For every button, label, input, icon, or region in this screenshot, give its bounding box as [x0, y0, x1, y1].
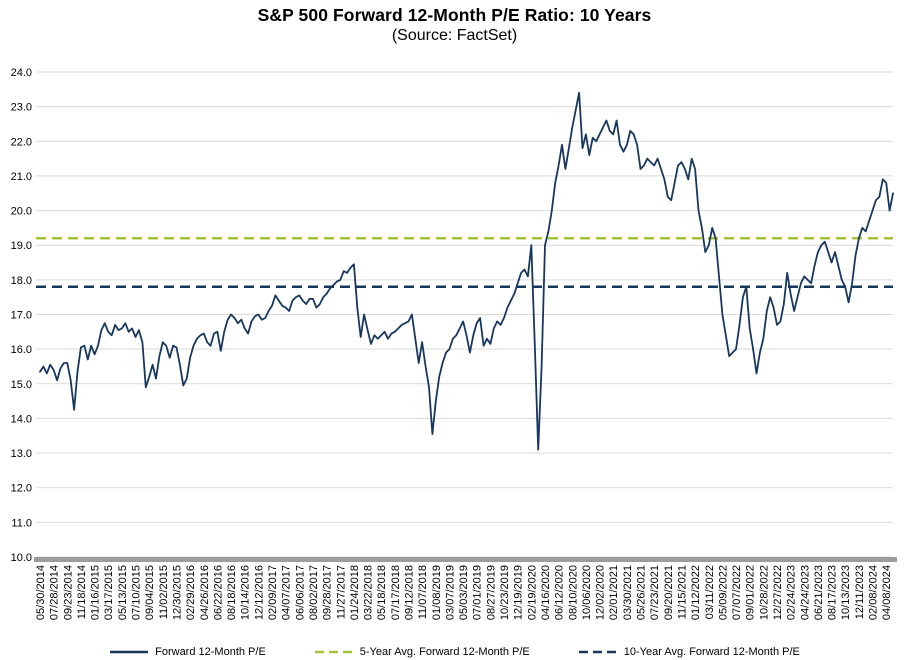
chart-title: S&P 500 Forward 12-Month P/E Ratio: 10 Y…	[257, 5, 652, 25]
x-tick-label: 05/18/2018	[376, 565, 388, 620]
y-tick-label: 15.0	[11, 379, 32, 391]
x-tick-label: 01/12/2022	[690, 565, 702, 620]
navy-dashed-line-sample	[578, 650, 617, 654]
x-tick-label: 12/19/2019	[513, 565, 525, 620]
y-tick-label: 19.0	[11, 240, 32, 252]
x-tick-label: 10/23/2019	[499, 565, 511, 620]
x-tick-label: 04/07/2017	[281, 565, 293, 620]
x-tick-label: 04/08/2024	[881, 565, 893, 620]
x-tick-label: 05/30/2014	[35, 565, 47, 620]
x-tick-label: 08/10/2020	[567, 565, 579, 620]
x-tick-label: 02/09/2017	[267, 565, 279, 620]
x-tick-label: 09/20/2021	[663, 565, 675, 620]
x-tick-label: 11/07/2018	[417, 565, 429, 619]
x-tick-label: 12/11/2023	[854, 565, 866, 619]
x-tick-label: 05/03/2019	[458, 565, 470, 620]
x-tick-label: 03/11/2022	[704, 565, 716, 619]
x-tick-label: 12/12/2016	[253, 565, 265, 620]
legend-label-5yr-avg: 5-Year Avg. Forward 12-Month P/E	[359, 646, 530, 658]
x-tick-label: 08/27/2019	[485, 565, 497, 620]
x-tick-label: 01/24/2018	[349, 565, 361, 620]
solid-line-sample	[110, 650, 149, 654]
y-tick-label: 18.0	[11, 275, 32, 287]
x-tick-label: 10/13/2023	[840, 565, 852, 620]
x-tick-label: 03/17/2015	[103, 565, 115, 620]
x-tick-label: 09/01/2022	[745, 565, 757, 620]
x-tick-label: 07/10/2015	[131, 565, 143, 620]
x-tick-label: 12/30/2015	[172, 565, 184, 620]
x-tick-label: 08/18/2016	[226, 565, 238, 620]
legend-item-10yr-avg: 10-Year Avg. Forward 12-Month P/E	[578, 646, 800, 658]
legend-item-forward-pe: Forward 12-Month P/E	[109, 646, 266, 658]
x-tick-label: 12/27/2022	[772, 565, 784, 620]
y-tick-label: 22.0	[11, 136, 32, 148]
legend-item-5yr-avg: 5-Year Avg. Forward 12-Month P/E	[314, 646, 530, 658]
x-tick-label: 02/08/2024	[868, 565, 880, 620]
chart-subtitle: (Source: FactSet)	[391, 27, 518, 44]
x-tick-label: 01/16/2015	[90, 565, 102, 620]
x-tick-label: 09/28/2017	[322, 565, 334, 620]
x-tick-label: 06/06/2017	[294, 565, 306, 620]
y-tick-label: 11.0	[11, 517, 32, 529]
y-tick-label: 14.0	[11, 413, 32, 425]
x-tick-label: 10/28/2022	[758, 565, 770, 620]
x-tick-label: 06/21/2023	[813, 565, 825, 620]
x-tick-label: 09/23/2014	[62, 565, 74, 620]
x-tick-label: 10/14/2016	[240, 565, 252, 620]
x-tick-label: 03/22/2018	[363, 565, 375, 620]
x-tick-label: 10/06/2020	[581, 565, 593, 620]
x-tick-label: 06/12/2020	[554, 565, 566, 620]
x-tick-label: 04/24/2023	[799, 565, 811, 620]
y-tick-label: 24.0	[11, 67, 32, 79]
x-tick-label: 11/27/2017	[335, 565, 347, 619]
y-tick-label: 16.0	[11, 344, 32, 356]
legend-label-10yr-avg: 10-Year Avg. Forward 12-Month P/E	[623, 646, 800, 658]
x-tick-label: 07/28/2014	[49, 565, 61, 620]
x-tick-label: 02/29/2016	[185, 565, 197, 620]
forward-pe-line	[39, 91, 894, 451]
y-tick-label: 17.0	[11, 310, 32, 322]
legend-label-forward-pe: Forward 12-Month P/E	[155, 646, 266, 658]
x-tick-label: 11/02/2015	[158, 565, 170, 619]
x-tick-label: 01/08/2019	[431, 565, 443, 620]
x-tick-label: 11/15/2021	[677, 565, 689, 619]
y-tick-label: 13.0	[11, 448, 32, 460]
x-tick-label: 02/01/2021	[608, 565, 620, 620]
x-tick-label: 03/07/2019	[444, 565, 456, 620]
x-axis-bar	[34, 557, 897, 562]
x-tick-label: 05/09/2022	[717, 565, 729, 620]
x-tick-label: 05/13/2015	[117, 565, 129, 620]
x-tick-label: 11/18/2014	[76, 565, 88, 619]
x-tick-label: 08/17/2023	[827, 565, 839, 620]
green-dashed-line-sample	[314, 650, 353, 654]
x-tick-label: 12/02/2020	[595, 565, 607, 620]
x-tick-label: 03/30/2021	[622, 565, 634, 620]
x-tick-label: 07/23/2021	[649, 565, 661, 620]
x-tick-label: 05/26/2021	[636, 565, 648, 620]
x-tick-label: 06/22/2016	[212, 565, 224, 620]
y-tick-label: 21.0	[11, 171, 32, 183]
y-tick-label: 12.0	[11, 483, 32, 495]
x-tick-label: 07/01/2019	[472, 565, 484, 620]
x-tick-label: 07/17/2018	[390, 565, 402, 620]
y-tick-label: 23.0	[11, 102, 32, 114]
x-tick-label: 02/24/2023	[786, 565, 798, 620]
legend: Forward 12-Month P/E 5-Year Avg. Forward…	[0, 646, 909, 658]
x-tick-label: 02/19/2020	[526, 565, 538, 620]
x-tick-label: 09/04/2015	[144, 565, 156, 620]
x-tick-label: 04/16/2020	[540, 565, 552, 620]
x-tick-label: 08/02/2017	[308, 565, 320, 620]
x-tick-label: 07/07/2022	[731, 565, 743, 620]
y-tick-label: 20.0	[11, 206, 32, 218]
x-tick-label: 09/12/2018	[404, 565, 416, 620]
x-tick-label: 04/26/2016	[199, 565, 211, 620]
y-tick-label: 10.0	[11, 552, 32, 564]
